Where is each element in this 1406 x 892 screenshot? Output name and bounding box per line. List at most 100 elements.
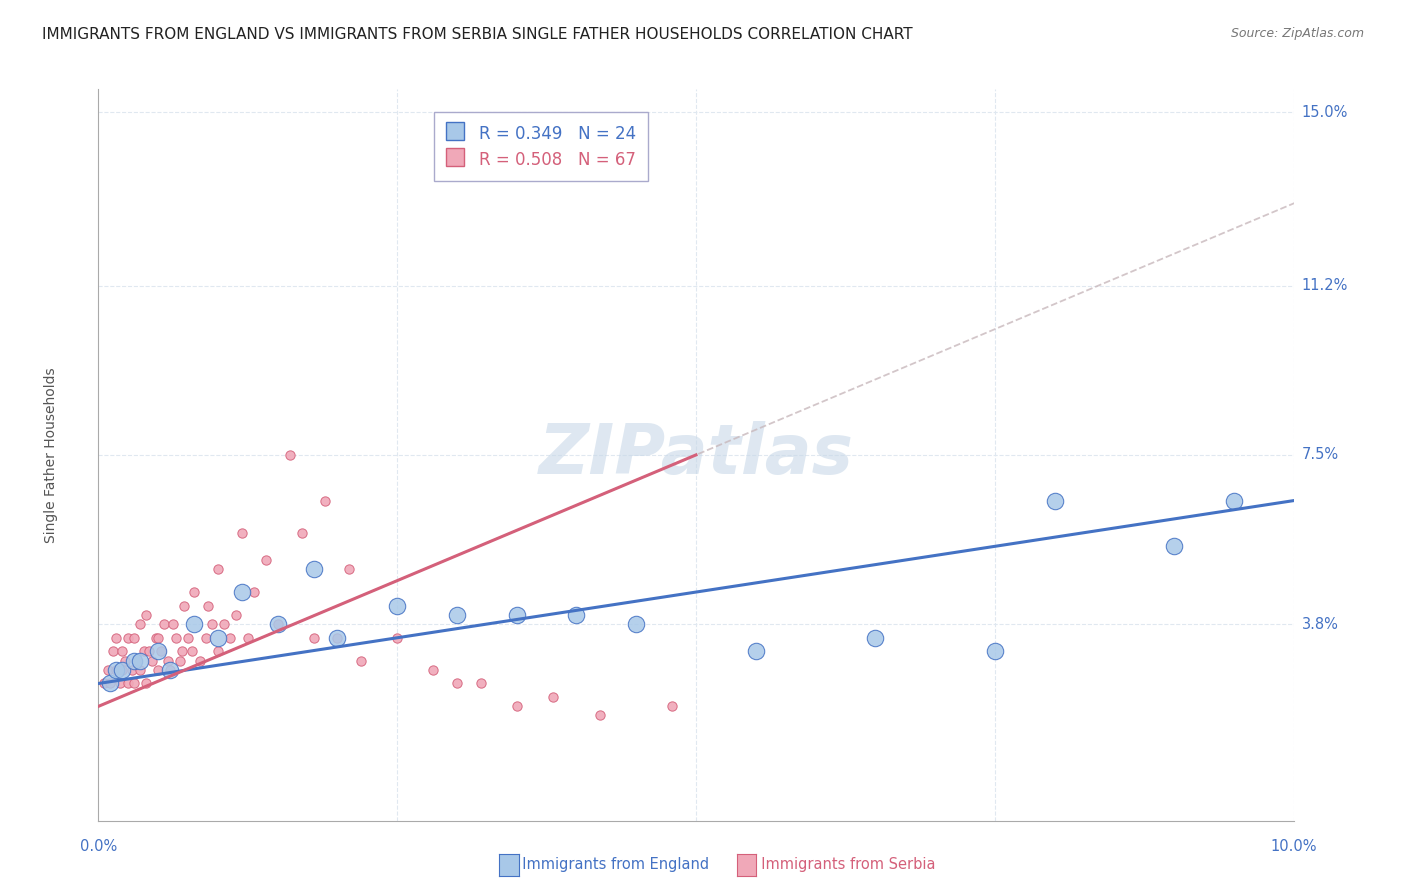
Point (385, 599, 409, 613)
Point (1163, 539, 1185, 553)
Point (302, 631, 325, 645)
Point (135, 676, 157, 690)
Point (506, 699, 529, 714)
Text: 11.2%: 11.2% (1302, 278, 1348, 293)
Point (565, 607, 588, 622)
Point (97, 663, 120, 677)
Point (243, 585, 266, 599)
Point (111, 663, 134, 677)
Point (661, 699, 683, 714)
Legend: R = 0.349   N = 24, R = 0.508   N = 67: R = 0.349 N = 24, R = 0.508 N = 67 (433, 112, 648, 181)
Text: Immigrants from England: Immigrants from England (513, 857, 709, 872)
Text: Single Father Households: Single Father Households (44, 368, 58, 542)
Point (124, 654, 146, 668)
Point (169, 654, 191, 668)
Point (129, 617, 152, 632)
Point (207, 562, 229, 576)
Text: 15.0%: 15.0% (1302, 104, 1348, 120)
Point (745, 644, 768, 658)
Point (207, 631, 229, 645)
Point (446, 607, 468, 622)
Text: 3.8%: 3.8% (1302, 616, 1339, 632)
Point (201, 617, 224, 632)
Point (231, 585, 253, 599)
Point (326, 631, 349, 645)
Point (138, 644, 160, 658)
Point (165, 631, 187, 645)
Text: ZIPatlas: ZIPatlas (538, 421, 853, 489)
Point (124, 676, 146, 690)
Point (148, 663, 170, 677)
Point (121, 663, 143, 677)
Point (984, 644, 1007, 658)
Point (541, 690, 564, 705)
Point (125, 654, 148, 668)
Point (173, 599, 195, 613)
Point (117, 676, 139, 690)
Point (315, 493, 337, 508)
Point (350, 654, 373, 668)
Point (141, 654, 163, 668)
Point (129, 663, 152, 677)
Point (98, 676, 122, 690)
Point (105, 663, 128, 677)
Point (195, 631, 218, 645)
Text: Source: ZipAtlas.com: Source: ZipAtlas.com (1230, 27, 1364, 40)
Point (188, 654, 211, 668)
Point (236, 631, 259, 645)
Point (114, 654, 136, 668)
Point (506, 607, 529, 622)
Point (339, 562, 361, 576)
Point (1043, 493, 1066, 508)
Point (132, 644, 155, 658)
Text: 7.5%: 7.5% (1302, 448, 1339, 462)
Point (162, 617, 184, 632)
Point (207, 644, 229, 658)
Text: Immigrants from Serbia: Immigrants from Serbia (752, 857, 936, 872)
Point (180, 644, 202, 658)
Point (302, 562, 325, 576)
Point (212, 617, 235, 632)
Point (231, 525, 253, 540)
Point (149, 644, 172, 658)
Point (1223, 493, 1246, 508)
Point (111, 644, 134, 658)
Point (135, 607, 157, 622)
Point (589, 708, 612, 723)
Point (172, 644, 194, 658)
Point (93, 676, 115, 690)
Point (183, 617, 205, 632)
Point (385, 631, 409, 645)
Point (98, 676, 122, 690)
Point (865, 631, 887, 645)
Point (111, 663, 134, 677)
Point (159, 663, 181, 677)
Text: IMMIGRANTS FROM ENGLAND VS IMMIGRANTS FROM SERBIA SINGLE FATHER HOUSEHOLDS CORRE: IMMIGRANTS FROM ENGLAND VS IMMIGRANTS FR… (42, 27, 912, 42)
Point (105, 663, 128, 677)
Point (267, 617, 290, 632)
Text: 0.0%: 0.0% (80, 839, 117, 855)
Point (117, 631, 139, 645)
Point (159, 663, 181, 677)
Point (225, 607, 247, 622)
Point (156, 654, 179, 668)
Point (145, 631, 167, 645)
Point (267, 617, 290, 632)
Point (422, 663, 444, 677)
Point (446, 676, 468, 690)
Point (219, 631, 242, 645)
Point (108, 676, 131, 690)
Point (148, 644, 170, 658)
Point (153, 617, 176, 632)
Point (105, 631, 128, 645)
Text: 10.0%: 10.0% (1270, 839, 1317, 855)
Point (197, 599, 219, 613)
Point (254, 553, 277, 567)
Point (101, 644, 124, 658)
Point (177, 631, 200, 645)
Point (148, 631, 170, 645)
Point (626, 617, 648, 632)
Point (326, 631, 349, 645)
Point (129, 654, 152, 668)
Point (291, 525, 314, 540)
